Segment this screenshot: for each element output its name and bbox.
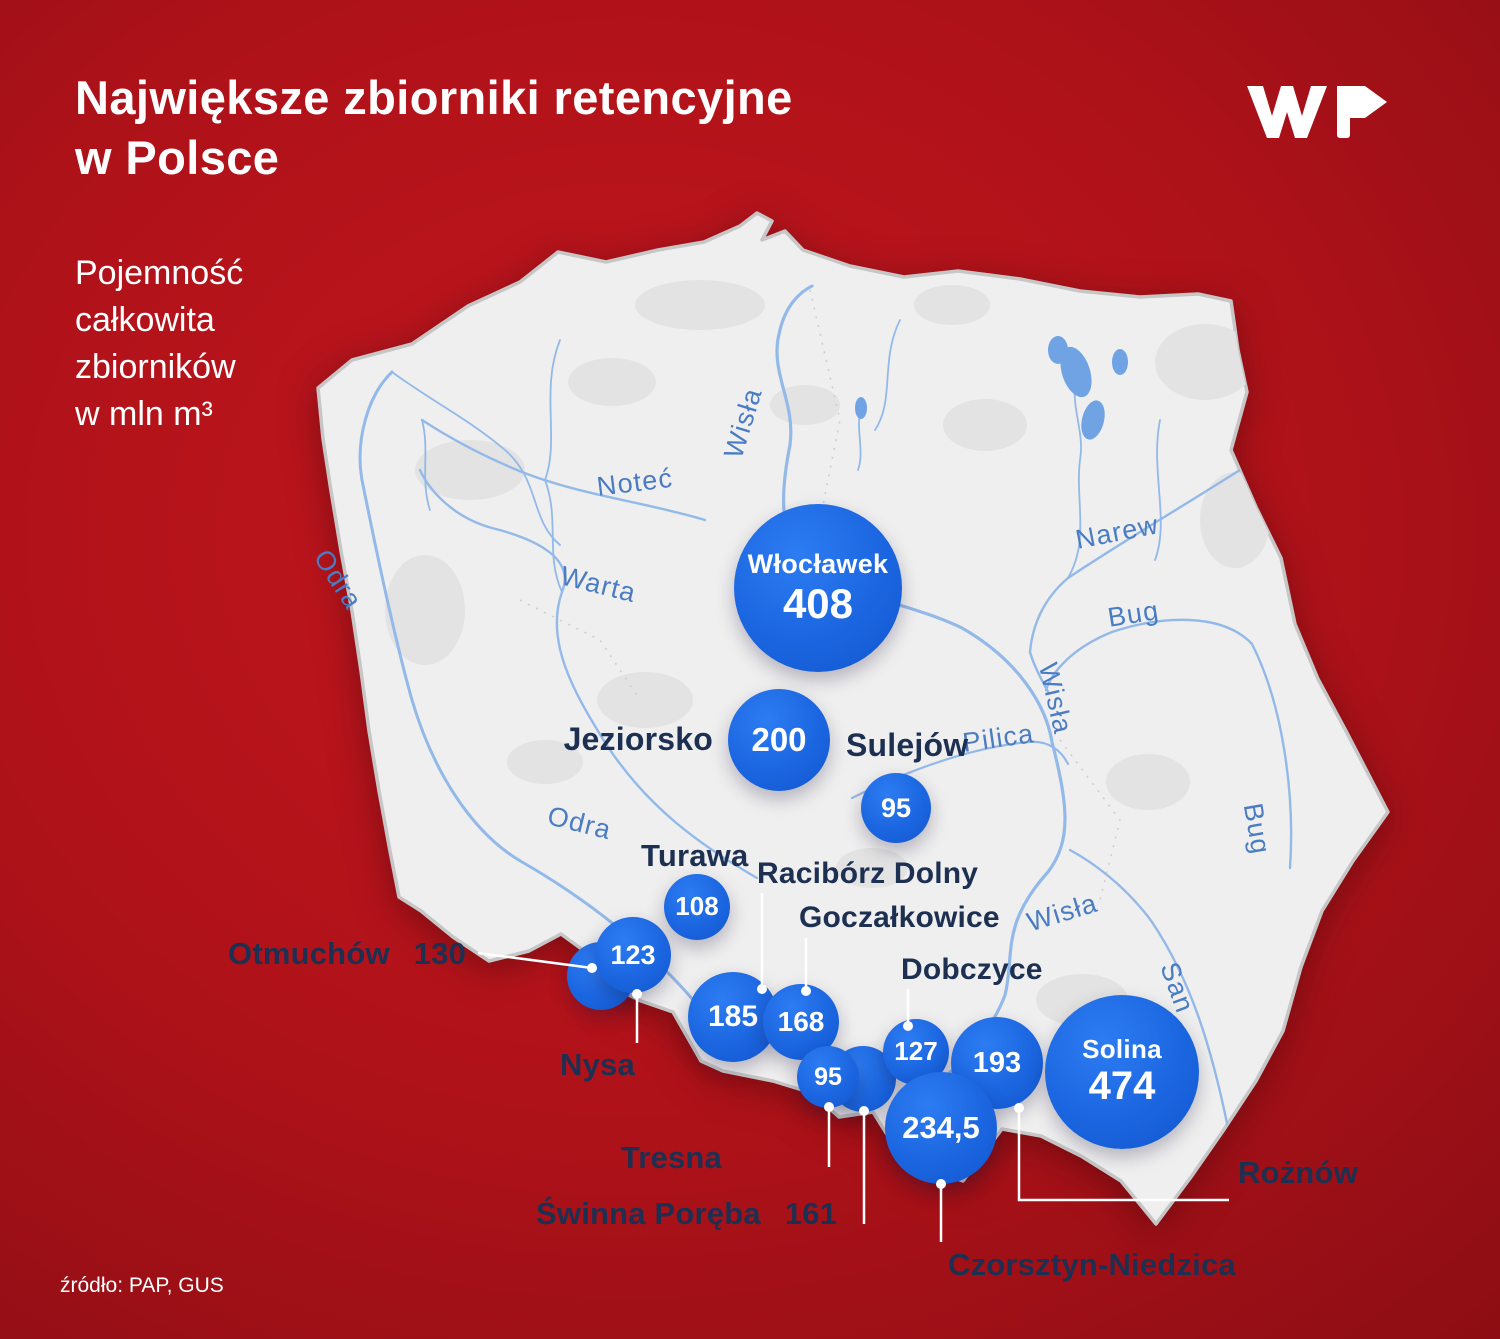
reservoir-value: 127 — [894, 1036, 938, 1067]
river-path-minor-4 — [1067, 371, 1082, 579]
reservoir-name: Solina — [1082, 1034, 1162, 1065]
reservoir-bubble-czorsztyn-niedzica: 234,5 — [885, 1072, 997, 1184]
reservoir-label-swinna-poreba: Świnna Poręba 161 — [536, 1196, 837, 1232]
reservoir-label-dobczyce: Dobczyce — [901, 953, 1043, 986]
river-path-minor-1 — [391, 371, 561, 546]
reservoir-label-otmuchow: Otmuchów 130 — [228, 936, 466, 972]
wp-logo-p-arrow-icon — [1337, 86, 1387, 118]
river-path-san — [1068, 848, 1230, 1130]
reservoir-value: 474 — [1088, 1064, 1156, 1109]
reservoir-bubble-tresna: 95 — [797, 1046, 859, 1108]
reservoir-bubble-jeziorsko: 200 — [728, 689, 830, 791]
river-path-notec — [420, 418, 707, 522]
reservoir-value: 234,5 — [902, 1109, 980, 1145]
river-path-narew — [1028, 466, 1245, 694]
reservoir-value: 161 — [784, 1196, 838, 1231]
subtitle-line2: całkowita — [75, 300, 215, 339]
river-path-odra — [358, 370, 702, 1010]
subtitle-line4: w mln m³ — [75, 394, 213, 433]
reservoir-value: 130 — [413, 936, 467, 971]
reservoir-value: 185 — [707, 1000, 759, 1034]
river-path-warta — [418, 468, 759, 880]
subtitle-line1: Pojemność — [75, 254, 244, 292]
river-path-bug — [1044, 618, 1293, 870]
reservoir-label-nysa: Nysa — [560, 1047, 635, 1082]
page-subtitle: Pojemność całkowita zbiorników w mln m³ — [75, 250, 243, 438]
reservoir-value: 193 — [972, 1046, 1022, 1079]
reservoir-value: 408 — [782, 579, 854, 627]
reservoir-label-sulejow: Sulejów — [846, 727, 969, 763]
mazury-lakes — [855, 336, 1128, 440]
river-path-minor-3 — [421, 419, 431, 511]
forest-patches — [385, 280, 1270, 1026]
river-path-minor-6 — [544, 339, 561, 481]
reservoir-bubble-goczalkowice: 168 — [763, 984, 839, 1060]
reservoir-bubble-wloclawek: Włocławek 408 — [734, 504, 902, 672]
reservoir-name: Włocławek — [747, 549, 889, 580]
reservoir-value: 108 — [675, 891, 719, 922]
source-note: źródło: PAP, GUS — [60, 1274, 224, 1297]
subtitle-line3: zbiorników — [75, 347, 236, 386]
reservoir-value: 200 — [751, 720, 807, 758]
river-path-minor-7 — [874, 319, 901, 431]
river-path-minor-2 — [544, 479, 563, 593]
river-path-wisla — [775, 284, 1067, 1139]
reservoir-label-roznow: Rożnów — [1238, 1155, 1359, 1190]
reservoir-bubble-sulejow: 95 — [861, 773, 931, 843]
reservoir-label-czorsztyn-niedzica: Czorsztyn-Niedzica — [948, 1247, 1236, 1282]
wp-logo-w-icon — [1247, 86, 1327, 138]
reservoir-name: Świnna Poręba — [536, 1196, 761, 1231]
reservoir-value: 168 — [777, 1006, 825, 1038]
page-title-line1: Największe zbiorniki retencyjne — [75, 71, 793, 124]
reservoir-label-turawa: Turawa — [641, 838, 749, 873]
reservoir-bubble-nysa: 123 — [595, 917, 671, 993]
reservoir-label-tresna: Tresna — [620, 1140, 722, 1175]
reservoir-value: 123 — [610, 939, 656, 970]
reservoir-bubble-turawa: 108 — [664, 874, 730, 940]
reservoir-label-goczalkowice: Goczałkowice — [799, 901, 1000, 934]
river-path-minor-8 — [1154, 419, 1162, 561]
wp-logo — [1247, 86, 1387, 138]
reservoir-value: 95 — [880, 792, 912, 823]
reservoir-bubble-solina: Solina 474 — [1045, 995, 1199, 1149]
reservoir-label-jeziorsko: Jeziorsko — [563, 721, 713, 757]
reservoir-label-raciborz-dolny: Racibórz Dolny — [757, 857, 979, 890]
page-title-line2: w Polsce — [75, 130, 280, 184]
reservoir-name: Otmuchów — [228, 936, 390, 971]
reservoir-value: 95 — [814, 1063, 842, 1091]
rivers — [358, 284, 1293, 1139]
page-title: Największe zbiorniki retencyjne w Polsce — [75, 68, 793, 187]
